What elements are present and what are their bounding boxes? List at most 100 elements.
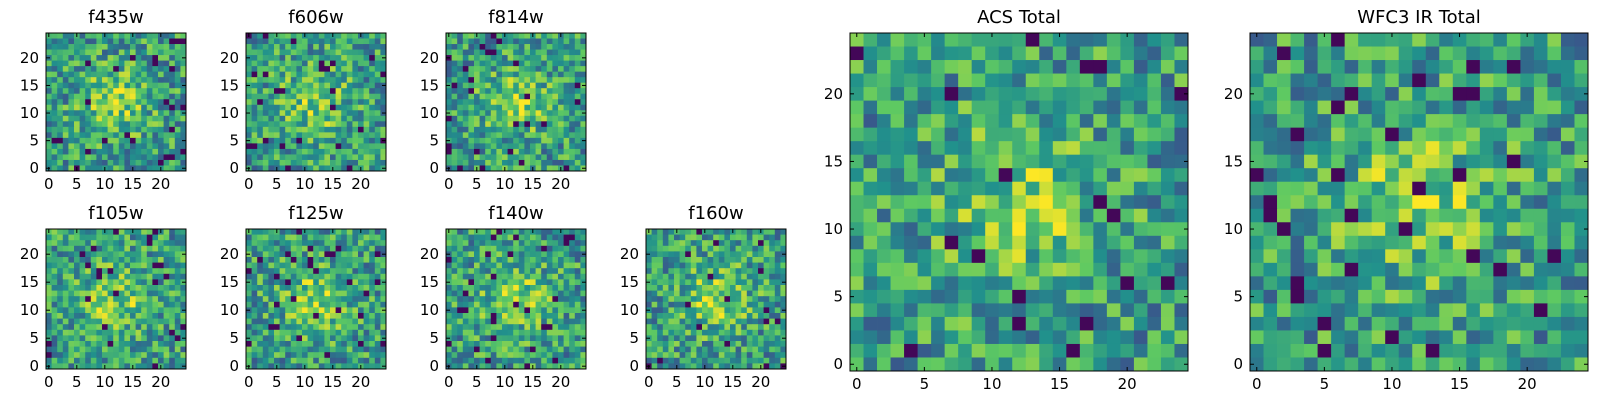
heatmap-cell	[346, 307, 353, 314]
heatmap-cell	[51, 126, 58, 133]
heatmap-cell	[569, 71, 576, 78]
heatmap-cell	[752, 257, 759, 263]
heatmap-cell	[330, 115, 336, 122]
heatmap-cell	[446, 88, 452, 95]
heatmap-cell	[169, 357, 176, 364]
heatmap-cell	[90, 104, 97, 111]
heatmap-cell	[518, 251, 525, 258]
heatmap-cell	[51, 93, 58, 100]
heatmap-cell	[746, 352, 753, 359]
heatmap-cell	[668, 335, 675, 342]
heatmap-cell	[135, 301, 142, 308]
heatmap-cell	[363, 143, 370, 150]
heatmap-cell	[57, 285, 64, 291]
heatmap-cell	[662, 346, 669, 353]
heatmap-cell	[369, 115, 376, 122]
heatmap-cell	[763, 329, 770, 336]
heatmap-cell	[118, 234, 125, 241]
heatmap-cell	[363, 324, 370, 331]
heatmap-cell	[502, 154, 508, 161]
heatmap-cell	[341, 44, 348, 50]
heatmap-cell	[457, 318, 464, 325]
heatmap-cell	[113, 346, 120, 353]
heatmap-cell	[569, 307, 576, 314]
heatmap-cell	[51, 285, 58, 291]
heatmap-cell	[569, 324, 576, 331]
heatmap-cell	[468, 44, 475, 50]
heatmap-cell	[279, 165, 286, 172]
heatmap-cell	[369, 55, 376, 61]
heatmap-cell	[118, 341, 125, 347]
heatmap-cell	[313, 60, 320, 67]
heatmap-cell	[524, 99, 531, 106]
heatmap-cell	[141, 165, 148, 172]
heatmap-cell	[513, 262, 520, 269]
heatmap-cell	[380, 115, 387, 122]
heatmap-cell	[769, 240, 776, 247]
heatmap-cell	[180, 148, 187, 155]
heatmap-cell	[118, 285, 125, 291]
heatmap-cell	[1160, 195, 1175, 210]
heatmap-cell	[713, 279, 720, 286]
heatmap-cell	[1120, 60, 1135, 74]
heatmap-cell	[335, 137, 342, 144]
heatmap-cell	[135, 126, 142, 133]
heatmap-cell	[363, 346, 370, 353]
heatmap-cell	[169, 66, 176, 73]
heatmap-cell	[774, 234, 781, 241]
heatmap-cell	[685, 234, 692, 241]
heatmap-cell	[496, 93, 503, 100]
heatmap-cell	[479, 121, 486, 128]
heatmap-cell	[546, 77, 553, 84]
heatmap-cell	[685, 251, 692, 258]
heatmap-cell	[569, 234, 576, 241]
heatmap-cell	[769, 318, 776, 325]
heatmap-cell	[490, 313, 497, 319]
heatmap-cell	[279, 115, 286, 122]
heatmap-cell	[257, 60, 264, 67]
heatmap-cell	[724, 251, 731, 258]
x-tick-label: 20	[751, 373, 770, 391]
heatmap-cell	[330, 318, 336, 325]
heatmap-cell	[746, 251, 753, 258]
heatmap-cell	[262, 251, 269, 258]
heatmap-cell	[124, 229, 131, 235]
heatmap-cell	[446, 159, 452, 166]
heatmap-cell	[374, 104, 381, 111]
heatmap-cell	[262, 313, 269, 319]
heatmap-cell	[574, 165, 581, 172]
heatmap-cell	[746, 262, 753, 269]
heatmap-cell	[352, 38, 359, 45]
heatmap-cell	[552, 44, 559, 50]
heatmap-cell	[62, 143, 69, 150]
heatmap-cell	[746, 268, 753, 275]
heatmap-cell	[279, 268, 286, 275]
heatmap-cell	[107, 234, 114, 241]
heatmap-cell	[380, 313, 387, 319]
heatmap-cell	[262, 329, 269, 336]
heatmap-cell	[113, 273, 120, 280]
heatmap-cell	[513, 301, 520, 308]
heatmap-cell	[1147, 141, 1162, 156]
heatmap-cell	[496, 82, 503, 89]
heatmap-cell	[374, 115, 381, 122]
heatmap-cell	[79, 143, 86, 150]
heatmap-cell	[113, 137, 120, 144]
heatmap-cell	[180, 290, 187, 297]
heatmap-cell	[552, 143, 559, 150]
heatmap-cell	[451, 245, 458, 252]
heatmap-cell	[651, 329, 658, 336]
heatmap-cell	[1174, 87, 1189, 101]
heatmap-cell	[462, 324, 469, 331]
heatmap-cell	[251, 93, 258, 100]
heatmap-cell	[163, 165, 170, 172]
heatmap-cell	[774, 262, 781, 269]
heatmap-cell	[741, 335, 748, 342]
heatmap-cell	[90, 279, 97, 286]
heatmap-cell	[174, 301, 181, 308]
heatmap-cell	[62, 60, 69, 67]
heatmap-cell	[496, 257, 503, 263]
heatmap-cell	[380, 262, 387, 269]
heatmap-cell	[330, 240, 336, 247]
heatmap-cell	[485, 346, 492, 353]
